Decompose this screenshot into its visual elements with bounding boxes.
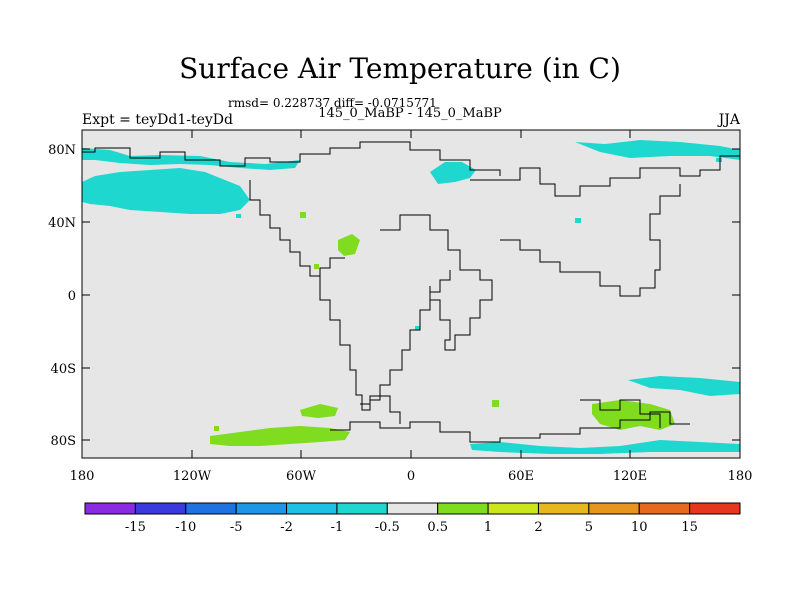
coastline-north-america-arctic	[82, 141, 501, 176]
colorbar-label-8: 2	[534, 520, 542, 535]
colorbar-label-6: 0.5	[427, 520, 448, 535]
experiment-label: Expt = teyDd1-teyDd	[82, 112, 233, 128]
colorbar-label-5: -0.5	[375, 520, 400, 535]
colorbar	[84, 502, 741, 515]
chart-title: Surface Air Temperature (in C)	[179, 52, 621, 85]
green-dot-4	[214, 426, 219, 431]
y-tick-label-40s: 40S	[51, 362, 76, 377]
colorbar-swatch-3	[235, 502, 288, 515]
cyan-dot-4	[716, 158, 722, 162]
colorbar-label-11: 15	[681, 520, 698, 535]
x-axis	[81, 130, 741, 458]
y-tick-label-80s: 80S	[51, 434, 76, 449]
colorbar-label-2: -5	[230, 520, 243, 535]
colorbar-swatch-8	[487, 502, 539, 515]
cyan-patch-southern-ocean	[628, 376, 740, 396]
green-patch-west-antarctic	[210, 426, 350, 446]
green-patch-east-antarctic	[592, 400, 675, 430]
coastline-antarctica	[330, 411, 690, 443]
green-dot-3	[314, 264, 319, 269]
colorbar-label-1: -10	[175, 520, 196, 535]
coastline-east-antarctica	[580, 399, 661, 428]
cyan-patch-siberia	[430, 162, 476, 184]
x-tick-label-120w: 120W	[173, 469, 212, 484]
coastline-asia-south	[500, 184, 681, 297]
green-anomaly-regions	[210, 212, 675, 446]
y-tick-labels: 80N 40N 0 40S 80S	[48, 143, 76, 449]
coastline-south-america	[319, 270, 451, 411]
coastline-north-america-west	[249, 180, 345, 277]
green-patch-pacific-south	[300, 404, 338, 418]
x-tick-label-180e: 180	[728, 469, 753, 484]
green-patch-central-america	[338, 234, 360, 256]
season-label: JJA	[718, 112, 740, 128]
colorbar-swatch-5	[336, 502, 388, 515]
y-tick-label-40n: 40N	[48, 216, 76, 231]
cyan-dot-2	[236, 214, 241, 218]
colorbar-label-4: -1	[331, 520, 344, 535]
colorbar-swatch-4	[286, 502, 338, 515]
y-tick-label-0: 0	[68, 289, 76, 304]
x-tick-label-180w: 180	[70, 469, 95, 484]
colorbar-swatch-1	[134, 502, 187, 515]
green-dot-2	[492, 400, 499, 407]
colorbar-swatch-9	[537, 502, 590, 515]
stats-text: rmsd= 0.228737 diff= -0.0715771	[228, 96, 437, 110]
cyan-patch-north-pacific	[82, 168, 250, 214]
colorbar-label-7: 1	[484, 520, 492, 535]
colorbar-swatch-6	[386, 502, 439, 515]
coastline-africa	[380, 214, 493, 351]
cyan-dot-1	[575, 218, 581, 223]
colorbar-swatch-12	[689, 502, 741, 515]
y-axis	[82, 148, 740, 441]
colorbar-swatch-7	[437, 502, 489, 515]
x-tick-label-60e: 60E	[508, 469, 534, 484]
subtitle-text: 145_0_MaBP - 145_0_MaBP	[318, 106, 502, 121]
x-tick-label-120e: 120E	[613, 469, 647, 484]
colorbar-swatch-11	[638, 502, 691, 515]
green-dot-1	[300, 212, 306, 218]
colorbar-swatch-0	[84, 502, 136, 515]
x-tick-label-0: 0	[407, 469, 415, 484]
colorbar-swatch-10	[588, 502, 640, 515]
coastline-europe-asia	[470, 155, 740, 197]
coastlines	[82, 141, 740, 443]
colorbar-label-3: -2	[280, 520, 293, 535]
y-tick-label-80n: 80N	[48, 143, 76, 158]
colorbar-labels: -15 -10 -5 -2 -1 -0.5 0.5 1 2 5 10 15	[125, 520, 698, 535]
cyan-patch-arctic-east	[575, 140, 740, 160]
x-tick-label-60w: 60W	[286, 469, 317, 484]
cyan-dot-3	[415, 326, 420, 330]
cyan-patch-antarctic	[470, 440, 740, 454]
coastline-antarctic-peninsula	[360, 395, 401, 424]
colorbar-label-9: 5	[585, 520, 593, 535]
colorbar-label-10: 10	[631, 520, 648, 535]
colorbar-swatch-2	[185, 502, 237, 515]
x-tick-labels: 180 120W 60W 0 60E 120E 180	[70, 469, 753, 484]
colorbar-label-0: -15	[125, 520, 146, 535]
